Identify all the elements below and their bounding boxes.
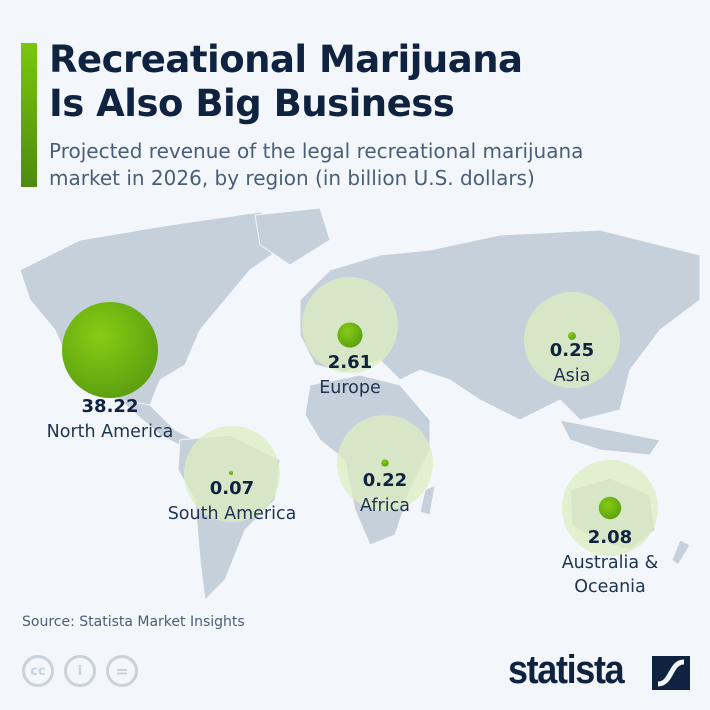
region-label-asia: Asia (554, 366, 591, 386)
bubble-north-america (62, 302, 158, 398)
land-greenland (254, 207, 331, 266)
statista-logo[interactable]: statista (508, 648, 625, 692)
land-southeast-asia (559, 419, 661, 456)
value-label-europe: 2.61 (328, 352, 372, 373)
region-label-south-america: South America (168, 504, 297, 524)
source-note: Source: Statista Market Insights (22, 614, 245, 630)
value-label-australia-oceania: 2.08 (588, 527, 632, 548)
bubble-asia (568, 332, 576, 340)
attribution-icon[interactable]: i (64, 655, 96, 687)
region-label-africa: Africa (360, 496, 410, 516)
value-label-north-america: 38.22 (82, 396, 139, 417)
halo-asia (524, 292, 620, 388)
accent-bar (21, 43, 37, 187)
region-label-australia-oceania: Oceania (574, 577, 646, 597)
land-new-zealand (671, 539, 691, 566)
region-label-north-america: North America (47, 422, 174, 442)
land-north-america (19, 211, 301, 406)
page-title: Recreational Marijuana Is Also Big Busine… (49, 38, 523, 125)
land-madagascar (419, 484, 436, 516)
statista-logo-mark (652, 656, 690, 690)
value-label-africa: 0.22 (363, 470, 407, 491)
bubble-south-america (228, 470, 234, 476)
value-label-asia: 0.25 (550, 340, 594, 361)
value-label-south-america: 0.07 (210, 478, 254, 499)
bubble-australia-oceania (598, 496, 622, 520)
region-label-europe: Europe (319, 378, 381, 398)
region-label-australia-oceania: Australia & (562, 553, 659, 573)
cc-icon[interactable]: cc (22, 655, 54, 687)
bubble-africa (381, 459, 389, 467)
no-derivatives-icon[interactable]: = (106, 655, 138, 687)
subtitle: Projected revenue of the legal recreatio… (49, 139, 584, 190)
bubble-europe (337, 322, 363, 348)
